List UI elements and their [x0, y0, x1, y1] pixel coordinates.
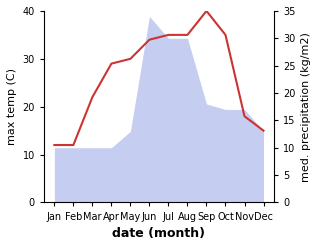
Y-axis label: med. precipitation (kg/m2): med. precipitation (kg/m2) [301, 32, 311, 182]
X-axis label: date (month): date (month) [113, 227, 205, 240]
Y-axis label: max temp (C): max temp (C) [7, 68, 17, 145]
